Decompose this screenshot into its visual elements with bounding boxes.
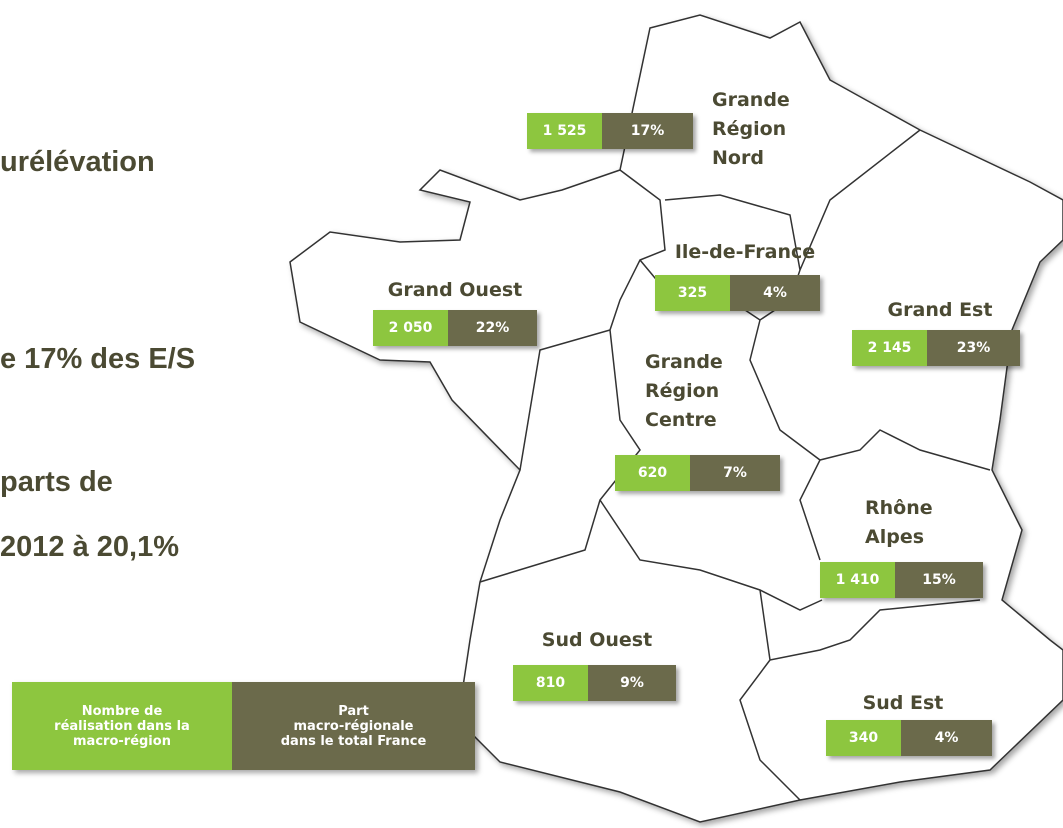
- side-text: 2012 à 20,1%: [0, 531, 179, 563]
- region-box: 2 145 23%: [852, 330, 1020, 366]
- region-name-line: Sud Est: [862, 692, 944, 714]
- side-text: parts de: [0, 466, 113, 498]
- region-share: 4%: [901, 720, 992, 756]
- legend-count: Nombre de réalisation dans la macro-région: [12, 682, 232, 770]
- side-text: e 17% des E/S: [0, 343, 196, 375]
- region-label: Grand Est: [840, 296, 1040, 325]
- region-count: 340: [826, 720, 901, 756]
- region-label: Sud Est: [803, 689, 1003, 718]
- region-name-line: Région: [645, 380, 720, 402]
- legend-line: réalisation dans la: [54, 718, 190, 734]
- region-share: 17%: [602, 113, 693, 149]
- region-share: 22%: [448, 310, 537, 346]
- legend-line: macro-région: [73, 733, 171, 749]
- region-name-line: Grand Est: [887, 299, 993, 321]
- region-box: 2 050 22%: [373, 310, 537, 346]
- region-name-line: Rhône: [865, 497, 933, 519]
- region-name-line: Ile-de-France: [674, 241, 816, 263]
- legend: Nombre de réalisation dans la macro-région…: [12, 682, 475, 770]
- region-box: 1 525 17%: [527, 113, 693, 149]
- region-name-line: Nord: [712, 147, 764, 169]
- region-share: 4%: [730, 275, 820, 311]
- legend-line: Nombre de: [81, 703, 163, 719]
- region-box: 1 410 15%: [820, 562, 983, 598]
- region-label: Grande Région Centre: [645, 348, 723, 435]
- region-name-line: Grande: [712, 89, 790, 111]
- legend-line: Part: [338, 703, 369, 719]
- region-box: 340 4%: [826, 720, 992, 756]
- region-share: 15%: [895, 562, 983, 598]
- legend-line: macro-régionale: [293, 718, 414, 734]
- region-label: Sud Ouest: [497, 626, 697, 655]
- region-count: 810: [513, 665, 588, 701]
- region-name-line: Région: [712, 118, 787, 140]
- region-name-line: Centre: [645, 409, 717, 431]
- side-text: urélévation: [0, 146, 155, 178]
- legend-share: Part macro-régionale dans le total France: [232, 682, 475, 770]
- region-count: 2 050: [373, 310, 448, 346]
- region-name-line: Grand Ouest: [387, 279, 523, 301]
- region-label: Rhône Alpes: [865, 494, 933, 552]
- region-label: Grand Ouest: [355, 276, 555, 305]
- legend-line: dans le total France: [280, 733, 427, 749]
- region-label: Grande Région Nord: [712, 86, 790, 173]
- region-name-line: Grande: [645, 351, 723, 373]
- region-name-line: Alpes: [865, 526, 925, 548]
- region-count: 325: [655, 275, 730, 311]
- region-box: 325 4%: [655, 275, 820, 311]
- region-count: 2 145: [852, 330, 927, 366]
- region-label: Ile-de-France: [645, 238, 845, 267]
- region-box: 810 9%: [513, 665, 676, 701]
- region-name-line: Sud Ouest: [541, 629, 653, 651]
- region-share: 9%: [588, 665, 676, 701]
- region-count: 620: [615, 455, 690, 491]
- region-share: 23%: [927, 330, 1020, 366]
- region-share: 7%: [690, 455, 780, 491]
- region-count: 1 410: [820, 562, 895, 598]
- region-box: 620 7%: [615, 455, 780, 491]
- region-count: 1 525: [527, 113, 602, 149]
